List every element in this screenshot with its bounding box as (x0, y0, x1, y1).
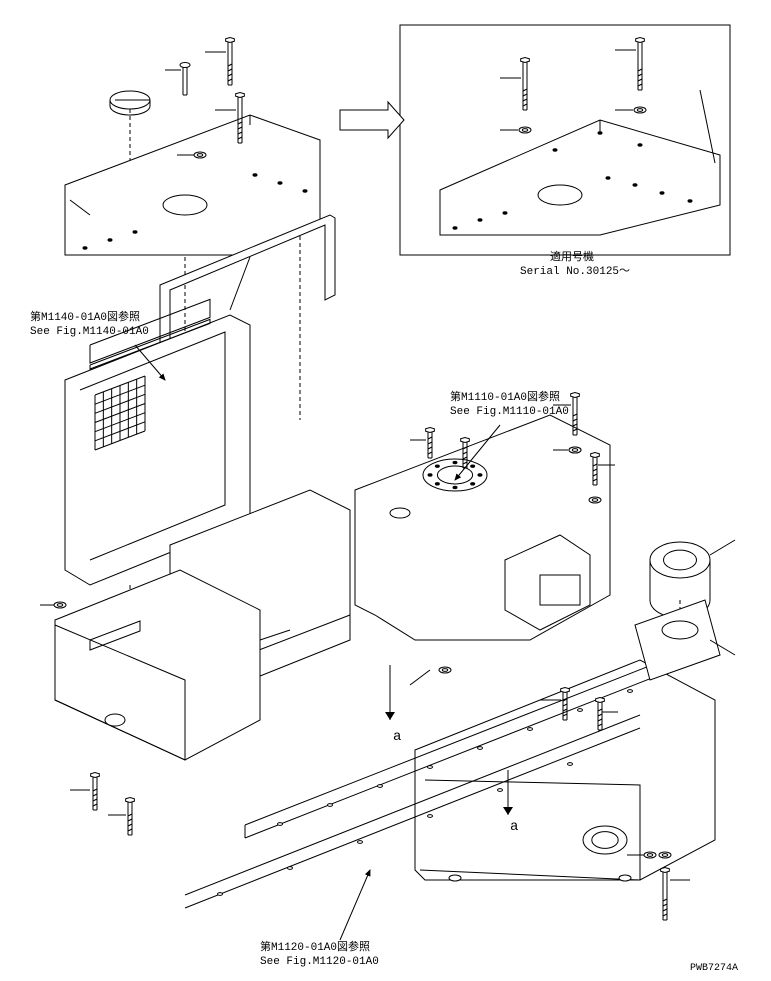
svg-text:Serial No.30125〜: Serial No.30125〜 (520, 266, 630, 278)
label-en: See Fig.M1110-01A0 (450, 406, 569, 418)
svg-text:適用号機: 適用号機 (550, 249, 594, 264)
svg-text:a: a (510, 819, 518, 835)
svg-text:a: a (393, 729, 401, 745)
parts-layer (55, 25, 730, 908)
label-en: See Fig.M1140-01A0 (30, 326, 149, 338)
label-jp: 第M1110-01A0図参照 (450, 389, 560, 404)
label-en: See Fig.M1120-01A0 (260, 956, 379, 968)
label-jp: 第M1140-01A0図参照 (30, 309, 140, 324)
drawing-number: PWB7274A (690, 963, 738, 974)
exploded-parts-diagram: 第M1140-01A0図参照 See Fig.M1140-01A0 第M1110-0… (0, 0, 771, 981)
label-jp: 第M1120-01A0図参照 (260, 939, 370, 954)
